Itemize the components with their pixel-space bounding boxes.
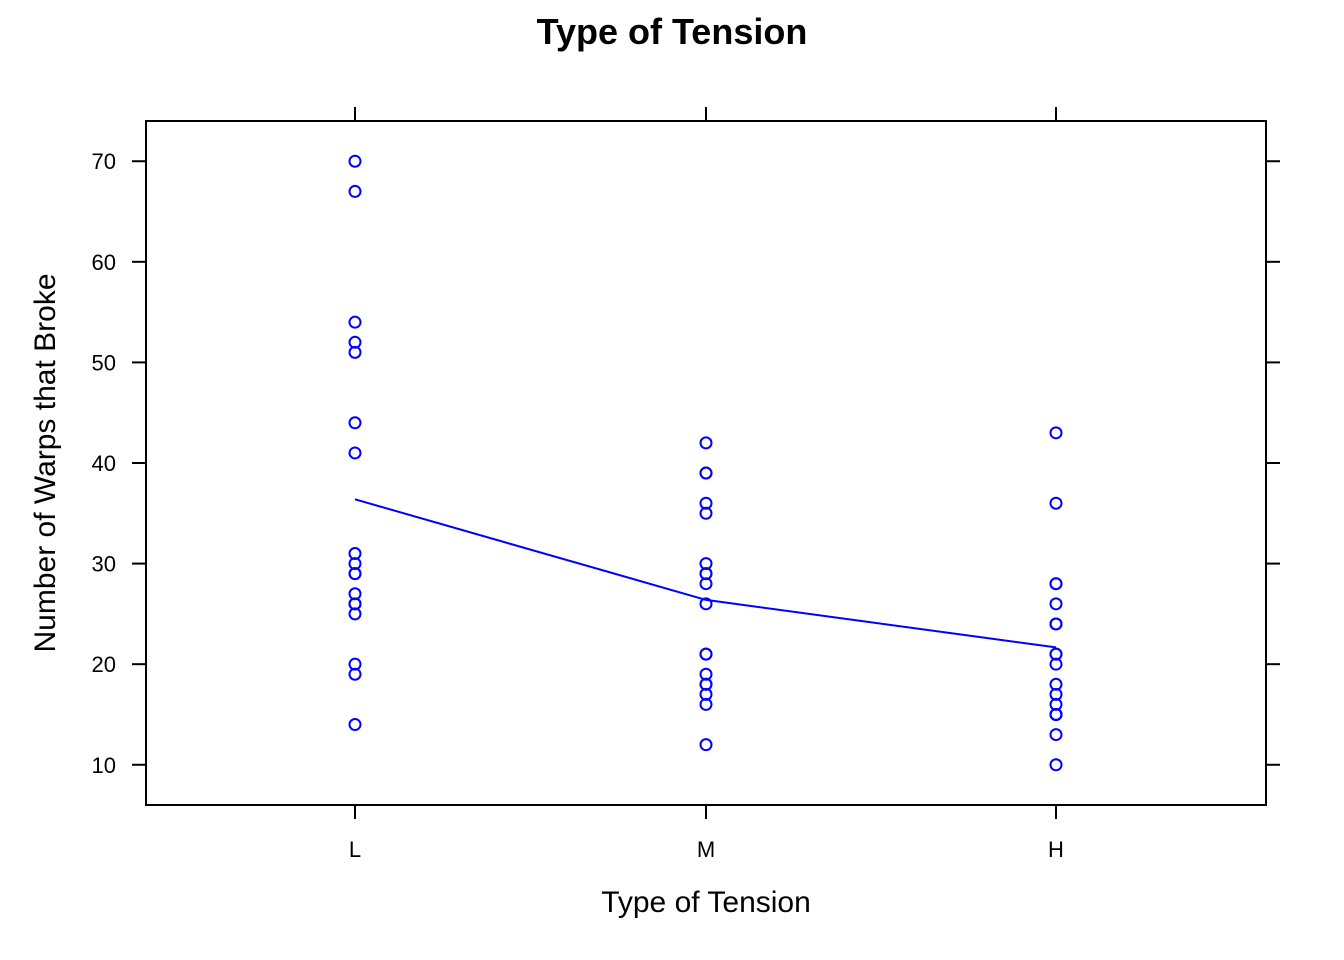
data-point <box>699 496 713 510</box>
data-point <box>699 697 713 711</box>
data-point <box>699 738 713 752</box>
plot-frame <box>145 120 1267 806</box>
data-points <box>348 154 1063 772</box>
x-tick-label: L <box>349 837 361 862</box>
data-point <box>348 345 362 359</box>
data-point <box>1049 647 1063 661</box>
data-point <box>348 718 362 732</box>
y-tick-label: 60 <box>92 250 116 275</box>
x-tick-label: H <box>1048 837 1064 862</box>
data-point <box>699 647 713 661</box>
mean-line <box>354 498 1057 649</box>
data-point <box>1049 728 1063 742</box>
data-point <box>1049 758 1063 772</box>
y-tick-label: 10 <box>92 753 116 778</box>
data-point <box>1049 577 1063 591</box>
data-point <box>1049 496 1063 510</box>
data-point <box>348 446 362 460</box>
x-axis-label: Type of Tension <box>601 886 811 919</box>
data-point <box>348 587 362 601</box>
data-point <box>348 416 362 430</box>
data-point <box>348 184 362 198</box>
data-point <box>699 567 713 581</box>
data-point <box>348 567 362 581</box>
y-tick-label: 50 <box>92 350 116 375</box>
y-axis: 10 20 30 40 50 60 70 <box>92 149 1280 778</box>
chart-title: Type of Tension <box>537 11 808 52</box>
data-point <box>348 154 362 168</box>
data-point <box>699 597 713 611</box>
y-axis-label: Number of Warps that Broke <box>29 273 62 652</box>
data-point <box>699 436 713 450</box>
y-tick-label: 20 <box>92 652 116 677</box>
x-tick-label: M <box>697 837 715 862</box>
data-point <box>1049 597 1063 611</box>
data-point <box>699 466 713 480</box>
data-point <box>1049 426 1063 440</box>
data-point <box>348 315 362 329</box>
data-point <box>1049 617 1063 631</box>
data-point <box>348 657 362 671</box>
y-tick-label: 40 <box>92 451 116 476</box>
y-tick-label: 70 <box>92 149 116 174</box>
data-point <box>699 667 713 681</box>
data-point <box>348 547 362 561</box>
y-tick-label: 30 <box>92 552 116 577</box>
mean-line-group <box>354 498 1057 649</box>
data-point <box>1049 697 1063 711</box>
